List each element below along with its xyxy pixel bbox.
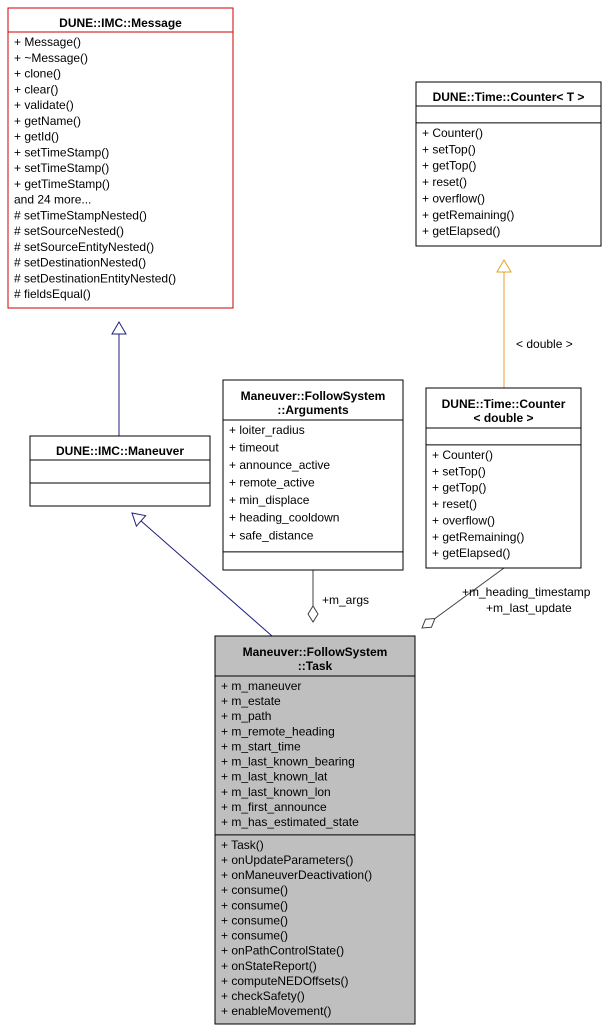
svg-text:::Arguments: ::Arguments <box>277 403 349 417</box>
svg-text:+ getTimeStamp(): + getTimeStamp() <box>14 177 110 191</box>
svg-text:+ getId(): + getId() <box>14 130 59 144</box>
svg-text:+ Task(): + Task() <box>221 838 264 852</box>
svg-text:and 24 more...: and 24 more... <box>14 193 91 207</box>
svg-text:+ onPathControlState(): + onPathControlState() <box>221 944 344 958</box>
svg-text:+ Message(): + Message() <box>14 35 81 49</box>
svg-text:+m_last_update: +m_last_update <box>486 601 572 615</box>
svg-text:# setSourceNested(): # setSourceNested() <box>14 224 124 238</box>
svg-text:DUNE::IMC::Message: DUNE::IMC::Message <box>59 16 182 30</box>
uml-class-arguments: Maneuver::FollowSystem::Arguments+ loite… <box>223 380 403 570</box>
svg-text:+ onUpdateParameters(): + onUpdateParameters() <box>221 853 353 867</box>
svg-text:+ reset(): + reset() <box>422 175 467 189</box>
svg-text:DUNE::Time::Counter: DUNE::Time::Counter <box>442 397 566 411</box>
svg-text:# fieldsEqual(): # fieldsEqual() <box>14 287 91 301</box>
svg-text:< double >: < double > <box>473 411 533 425</box>
svg-text:+ getTop(): + getTop() <box>422 159 476 173</box>
svg-text:+ computeNEDOffsets(): + computeNEDOffsets() <box>221 974 349 988</box>
svg-text:+ loiter_radius: + loiter_radius <box>229 423 305 437</box>
svg-text:+ setTimeStamp(): + setTimeStamp() <box>14 161 109 175</box>
svg-text:+ setTop(): + setTop() <box>422 142 476 156</box>
svg-text:+ overflow(): + overflow() <box>422 191 485 205</box>
svg-text:+ Counter(): + Counter() <box>432 448 493 462</box>
svg-text:+ m_has_estimated_state: + m_has_estimated_state <box>221 815 359 829</box>
svg-text:+ m_last_known_bearing: + m_last_known_bearing <box>221 755 355 769</box>
svg-text:Maneuver::FollowSystem: Maneuver::FollowSystem <box>243 645 388 659</box>
svg-text:+ getElapsed(): + getElapsed() <box>432 546 510 560</box>
svg-text:+ m_start_time: + m_start_time <box>221 739 301 753</box>
svg-text:+ validate(): + validate() <box>14 98 74 112</box>
svg-text:+ ~Message(): + ~Message() <box>14 51 88 65</box>
svg-text:+ onManeuverDeactivation(): + onManeuverDeactivation() <box>221 868 372 882</box>
svg-text:+ timeout: + timeout <box>229 441 279 455</box>
uml-class-message: DUNE::IMC::Message+ Message()+ ~Message(… <box>8 8 233 308</box>
svg-text:+ m_path: + m_path <box>221 709 271 723</box>
svg-text:+ remote_active: + remote_active <box>229 476 315 490</box>
uml-class-counterT: DUNE::Time::Counter< T >+ Counter()+ set… <box>416 82 601 246</box>
svg-text:Maneuver::FollowSystem: Maneuver::FollowSystem <box>241 389 386 403</box>
svg-text:+ m_first_announce: + m_first_announce <box>221 800 327 814</box>
svg-text:+ consume(): + consume() <box>221 883 288 897</box>
svg-text:# setSourceEntityNested(): # setSourceEntityNested() <box>14 240 154 254</box>
svg-text:# setTimeStampNested(): # setTimeStampNested() <box>14 208 147 222</box>
svg-text:+ m_estate: + m_estate <box>221 694 281 708</box>
svg-text:+ consume(): + consume() <box>221 929 288 943</box>
svg-text:+ min_displace: + min_displace <box>229 493 310 507</box>
svg-text:+ consume(): + consume() <box>221 913 288 927</box>
svg-text:+ safe_distance: + safe_distance <box>229 528 314 542</box>
svg-text:+ getName(): + getName() <box>14 114 81 128</box>
svg-text:+ m_last_known_lon: + m_last_known_lon <box>221 785 331 799</box>
svg-text:+ overflow(): + overflow() <box>432 513 495 527</box>
svg-text:+ enableMovement(): + enableMovement() <box>221 1004 331 1018</box>
svg-text:# setDestinationNested(): # setDestinationNested() <box>14 256 146 270</box>
svg-text:+ getRemaining(): + getRemaining() <box>422 208 514 222</box>
svg-text:+ clone(): + clone() <box>14 67 61 81</box>
svg-text:+ getElapsed(): + getElapsed() <box>422 224 500 238</box>
uml-class-counterD: DUNE::Time::Counter< double >+ Counter()… <box>426 388 581 568</box>
svg-text:+ m_last_known_lat: + m_last_known_lat <box>221 770 328 784</box>
svg-text:+ m_maneuver: + m_maneuver <box>221 679 301 693</box>
svg-text:+ Counter(): + Counter() <box>422 126 483 140</box>
svg-text:+ clear(): + clear() <box>14 82 58 96</box>
uml-class-maneuver: DUNE::IMC::Maneuver <box>30 436 210 506</box>
svg-text:< double >: < double > <box>516 337 573 351</box>
svg-text:::Task: ::Task <box>298 659 333 673</box>
svg-text:# setDestinationEntityNested(): # setDestinationEntityNested() <box>14 271 176 285</box>
svg-text:+m_heading_timestamp: +m_heading_timestamp <box>462 585 591 599</box>
svg-text:+ consume(): + consume() <box>221 898 288 912</box>
svg-text:DUNE::Time::Counter< T >: DUNE::Time::Counter< T > <box>433 90 585 104</box>
svg-text:+ heading_cooldown: + heading_cooldown <box>229 511 339 525</box>
svg-text:+ reset(): + reset() <box>432 497 477 511</box>
svg-text:+ setTimeStamp(): + setTimeStamp() <box>14 145 109 159</box>
svg-text:+ getTop(): + getTop() <box>432 481 486 495</box>
svg-text:+ setTop(): + setTop() <box>432 464 486 478</box>
svg-text:+ onStateReport(): + onStateReport() <box>221 959 317 973</box>
uml-class-task: Maneuver::FollowSystem::Task+ m_maneuver… <box>215 636 415 1024</box>
svg-text:+ m_remote_heading: + m_remote_heading <box>221 724 335 738</box>
svg-text:+ announce_active: + announce_active <box>229 458 330 472</box>
svg-text:DUNE::IMC::Maneuver: DUNE::IMC::Maneuver <box>56 444 184 458</box>
svg-text:+ getRemaining(): + getRemaining() <box>432 530 524 544</box>
svg-text:+ checkSafety(): + checkSafety() <box>221 989 305 1003</box>
svg-text:+m_args: +m_args <box>322 593 369 607</box>
